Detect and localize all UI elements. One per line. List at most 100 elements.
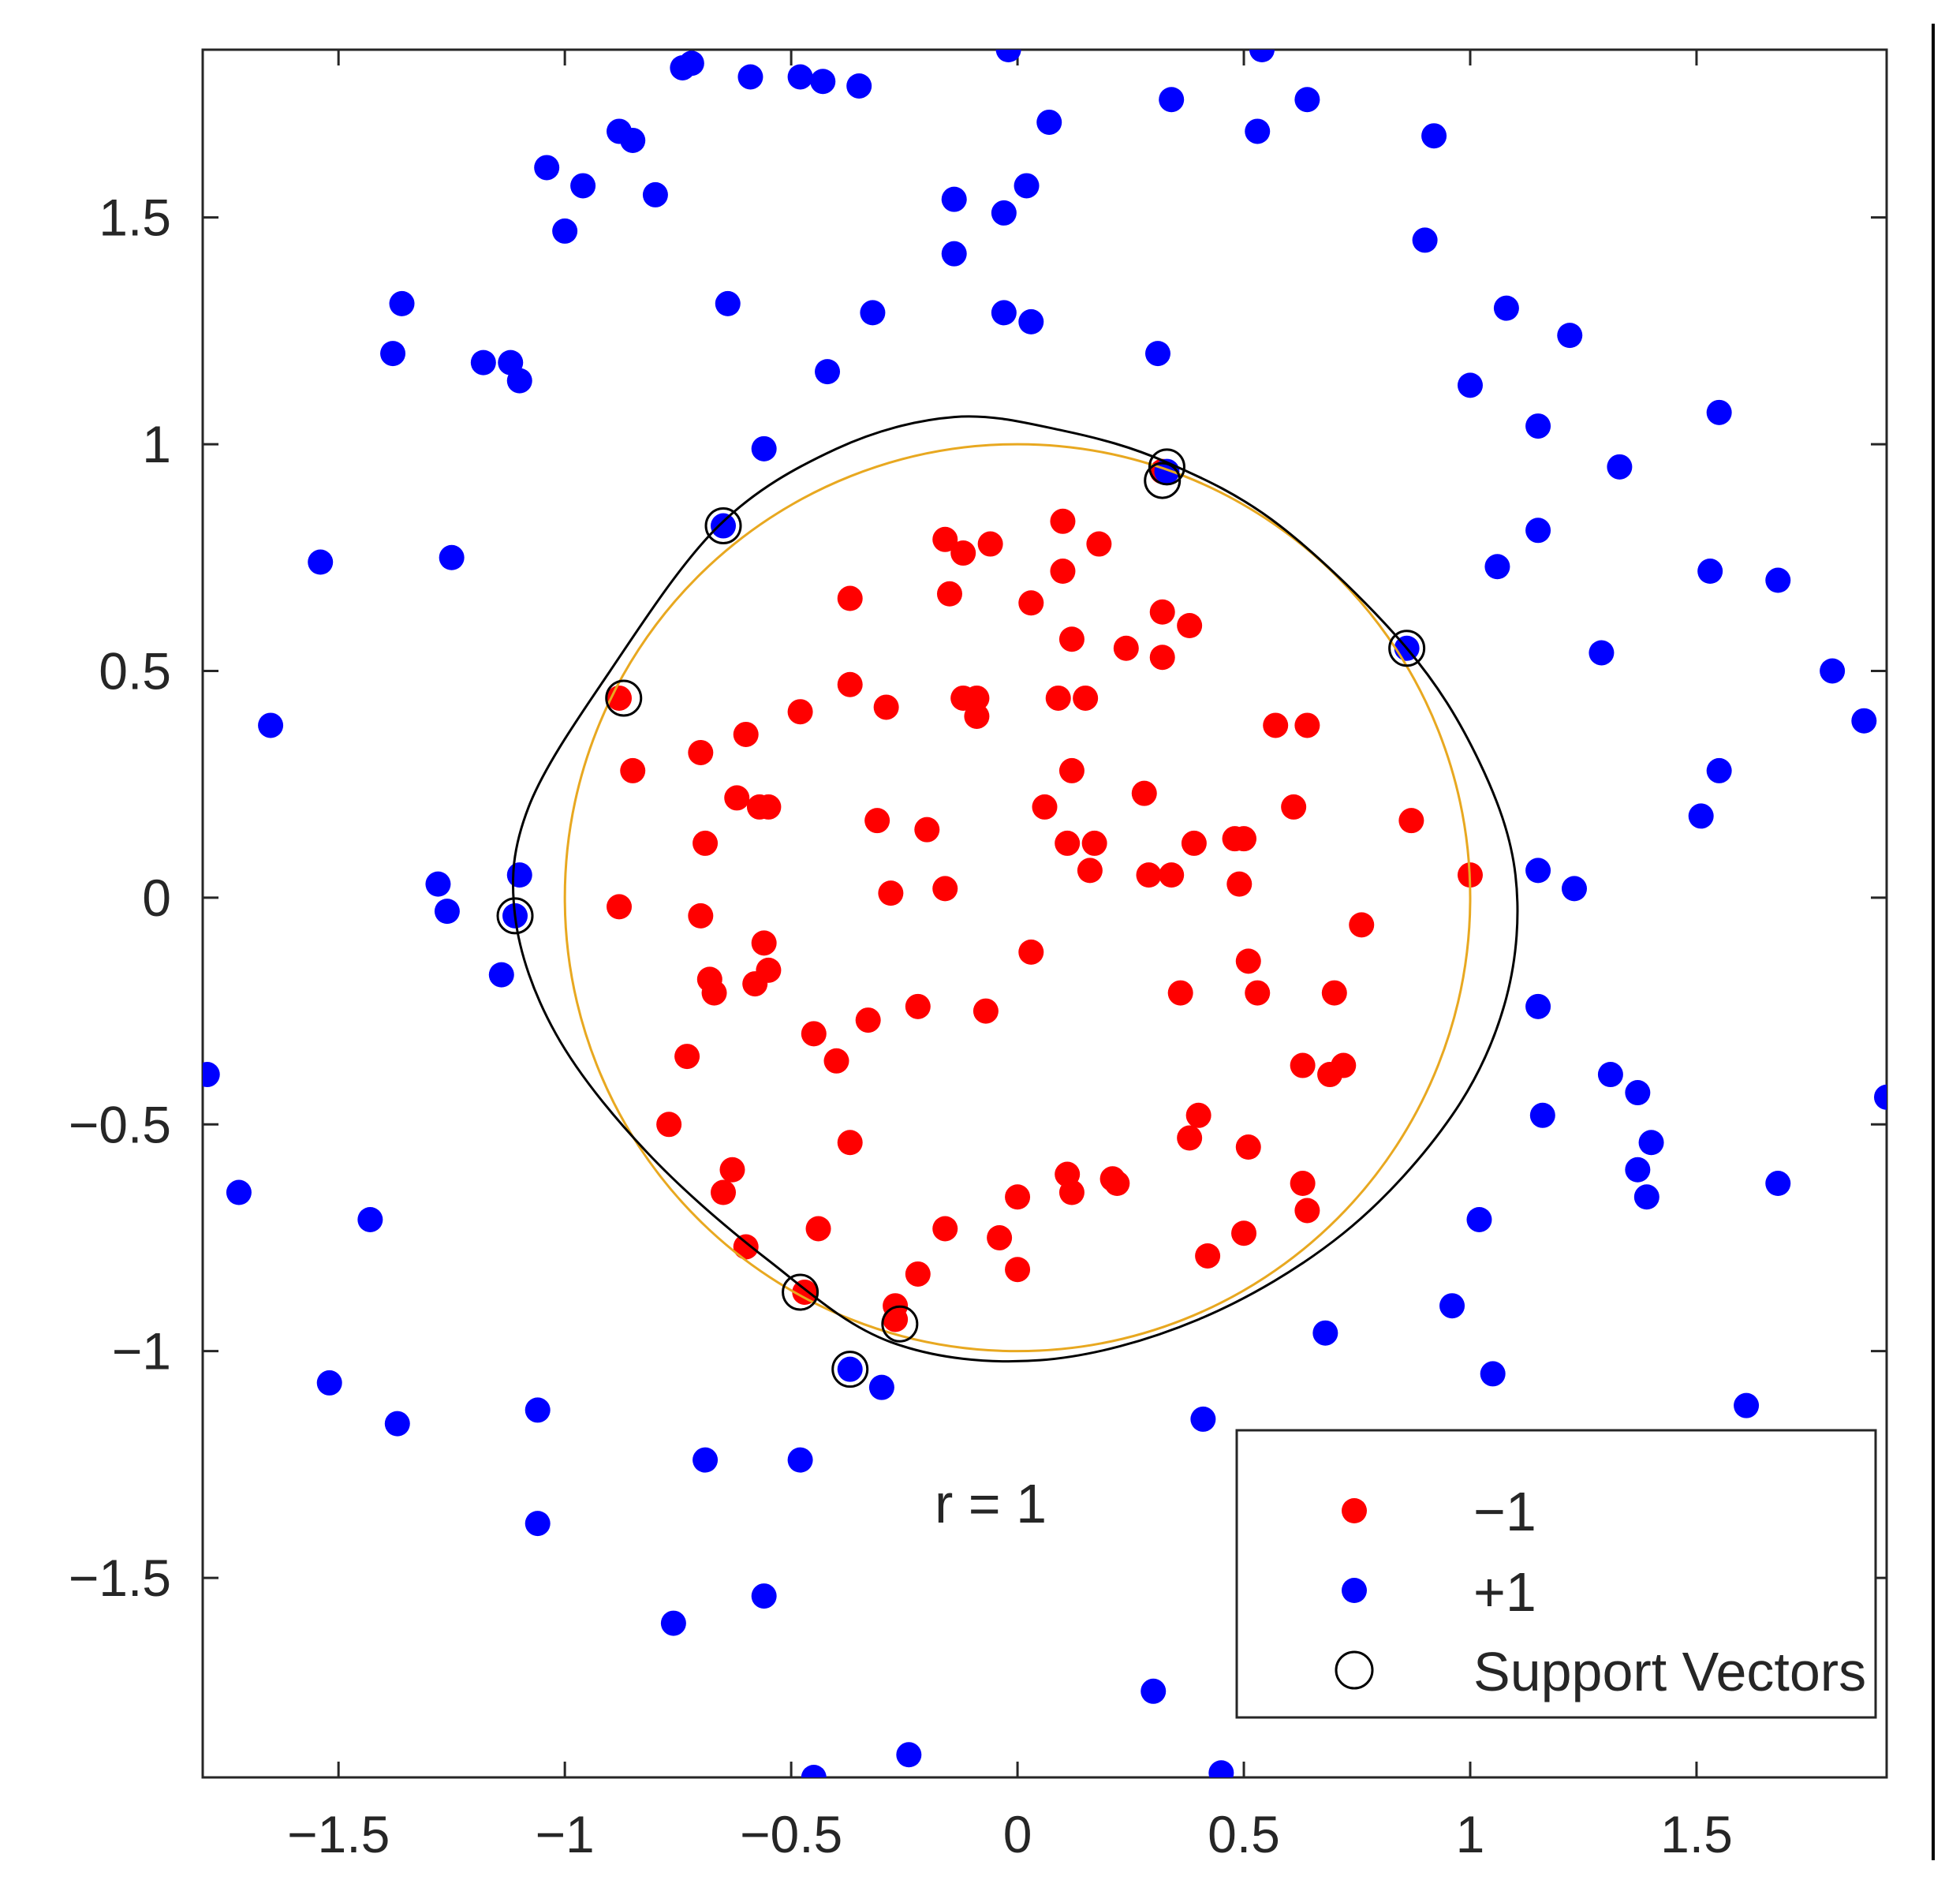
point-minus-one	[1290, 1052, 1316, 1078]
point-minus-one	[711, 1179, 737, 1205]
support-vector-marker	[496, 897, 534, 935]
point-minus-one	[1018, 939, 1044, 965]
legend-label-minus-one: −1	[1473, 1481, 1536, 1542]
point-plus-one	[1457, 372, 1483, 398]
legend-marker-minus-one	[1342, 1498, 1367, 1523]
point-plus-one	[1484, 554, 1510, 580]
point-minus-one	[724, 785, 750, 811]
support-vector-marker	[831, 1351, 869, 1388]
point-plus-one	[1607, 454, 1633, 480]
support-vector-marker	[1144, 462, 1182, 499]
point-plus-one	[1159, 87, 1185, 113]
point-plus-one	[1706, 757, 1732, 783]
point-plus-one	[488, 962, 514, 988]
point-plus-one	[380, 341, 406, 367]
point-plus-one	[1529, 1102, 1555, 1128]
point-minus-one	[950, 540, 976, 566]
reference-circle-r1	[563, 443, 1472, 1353]
point-minus-one	[1181, 830, 1207, 856]
point-minus-one	[1177, 613, 1203, 638]
point-plus-one	[711, 513, 737, 539]
point-plus-one	[751, 1583, 777, 1609]
point-minus-one	[1077, 858, 1103, 884]
point-minus-one	[936, 581, 962, 607]
point-minus-one	[1104, 1171, 1130, 1197]
point-minus-one	[1245, 980, 1271, 1006]
point-minus-one	[914, 817, 940, 843]
point-minus-one	[878, 880, 904, 906]
point-plus-one	[534, 155, 560, 181]
point-plus-one	[1294, 87, 1320, 113]
point-minus-one	[973, 998, 999, 1024]
point-minus-one	[787, 699, 813, 725]
point-plus-one	[801, 1765, 827, 1777]
point-minus-one	[932, 876, 958, 902]
point-plus-one	[226, 1179, 252, 1205]
legend-marker-support-vectors	[1335, 1650, 1374, 1690]
support-vector-marker	[1388, 630, 1426, 667]
point-minus-one	[1235, 1134, 1261, 1160]
point-plus-one	[425, 871, 451, 897]
point-minus-one	[905, 1261, 931, 1287]
point-minus-one	[742, 971, 768, 997]
point-plus-one	[1874, 1084, 1887, 1110]
point-plus-one	[1525, 413, 1551, 439]
point-plus-one	[896, 1742, 922, 1768]
point-minus-one	[801, 1021, 827, 1047]
point-minus-one	[620, 757, 646, 783]
y-tick-label: −1.5	[69, 1549, 171, 1607]
point-minus-one	[1226, 871, 1253, 897]
point-plus-one	[506, 368, 532, 394]
point-plus-one	[715, 290, 741, 316]
point-minus-one	[1263, 712, 1289, 738]
point-plus-one	[1589, 640, 1615, 666]
point-minus-one	[1294, 712, 1320, 738]
point-minus-one	[756, 794, 782, 820]
y-tick-label: 1	[142, 415, 171, 473]
point-plus-one	[506, 862, 532, 888]
point-minus-one	[1195, 1243, 1221, 1269]
point-minus-one	[1081, 830, 1107, 856]
point-plus-one	[868, 1374, 894, 1400]
y-axis-tick-labels: −1.5 −1 −0.5 0 0.5 1 1.5	[69, 189, 171, 1607]
point-plus-one	[1439, 1293, 1465, 1319]
point-minus-one	[1290, 1171, 1316, 1197]
point-plus-one	[1625, 1080, 1651, 1106]
point-plus-one	[815, 359, 841, 385]
point-minus-one	[1050, 508, 1076, 534]
legend-marker-plus-one	[1342, 1578, 1367, 1603]
point-plus-one	[991, 200, 1017, 226]
point-minus-one	[805, 1216, 831, 1242]
point-plus-one	[1525, 858, 1551, 884]
point-plus-one	[1851, 708, 1877, 734]
support-vector-marker	[605, 679, 643, 717]
point-plus-one	[693, 1447, 719, 1473]
point-minus-one	[1086, 531, 1112, 557]
point-plus-one	[434, 899, 460, 925]
point-plus-one	[737, 64, 763, 90]
point-minus-one	[1136, 862, 1162, 888]
point-plus-one	[660, 1610, 686, 1636]
x-tick-label: −0.5	[740, 1805, 842, 1863]
point-plus-one	[1312, 1320, 1338, 1346]
point-plus-one	[1493, 295, 1519, 321]
point-minus-one	[1058, 1179, 1085, 1205]
y-tick-label: −1	[112, 1322, 171, 1381]
point-plus-one	[837, 1356, 863, 1382]
point-plus-one	[941, 186, 967, 212]
point-minus-one	[1018, 590, 1044, 616]
point-minus-one	[693, 830, 719, 856]
point-minus-one	[1185, 1102, 1211, 1128]
point-plus-one	[1141, 1678, 1167, 1704]
point-plus-one	[620, 127, 646, 153]
x-tick-label: 0	[1003, 1805, 1032, 1863]
series-minus-one	[607, 458, 1483, 1332]
point-plus-one	[751, 435, 777, 462]
point-minus-one	[987, 1224, 1013, 1250]
point-plus-one	[860, 300, 886, 326]
point-plus-one	[439, 544, 465, 570]
point-plus-one	[1208, 1760, 1234, 1777]
point-minus-one	[1005, 1184, 1031, 1210]
point-minus-one	[688, 903, 714, 929]
point-plus-one	[1036, 109, 1062, 135]
